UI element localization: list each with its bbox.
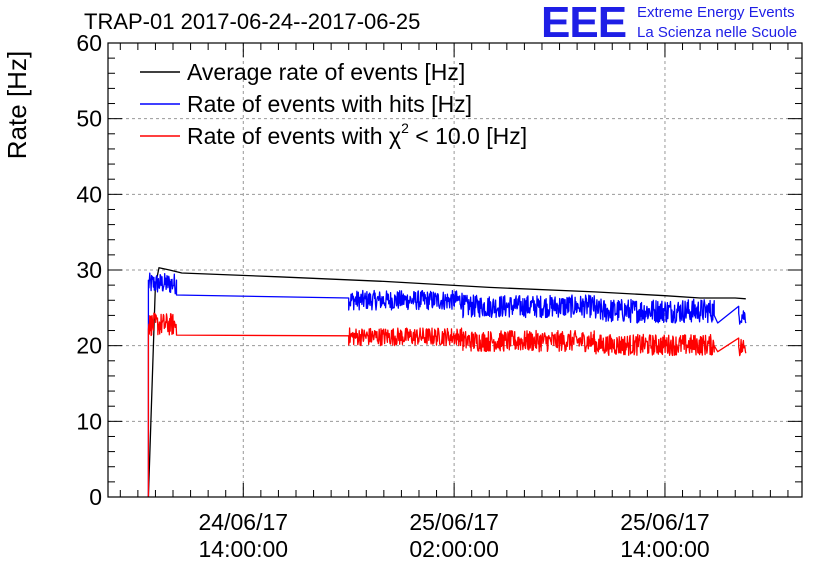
x-tick-label-time: 14:00:00: [620, 536, 710, 562]
series-layer: [147, 267, 747, 498]
grid-layer: [108, 43, 802, 497]
chart-title: TRAP-01 2017-06-24--2017-06-25: [84, 9, 421, 34]
y-tick-label: 20: [76, 333, 102, 359]
y-tick-label: 30: [76, 257, 102, 283]
axis-layer: 010203040506024/06/1714:00:0025/06/1702:…: [76, 30, 802, 562]
y-tick-label: 40: [76, 181, 102, 207]
x-tick-label-time: 14:00:00: [199, 536, 289, 562]
logo-line-2: La Scienza nelle Scuole: [637, 24, 798, 41]
series-line-2: [147, 272, 747, 497]
x-tick-label-date: 25/06/17: [409, 509, 499, 535]
legend-label-3: Rate of events with χ2 < 10.0 [Hz]: [187, 120, 527, 149]
legend-label-1: Average rate of events [Hz]: [187, 59, 465, 85]
y-tick-label: 60: [76, 30, 102, 56]
legend: Average rate of events [Hz] Rate of event…: [140, 59, 527, 149]
y-axis-label: Rate [Hz]: [2, 51, 32, 159]
y-tick-label: 10: [76, 408, 102, 434]
eee-logo: EEE: [541, 0, 627, 47]
legend-label-2: Rate of events with hits [Hz]: [187, 91, 472, 117]
x-tick-label-date: 25/06/17: [620, 509, 710, 535]
logo-line-1: Extreme Energy Events: [637, 4, 795, 21]
y-tick-label: 0: [89, 484, 102, 510]
series-line-1: [147, 267, 746, 498]
series-line-3: [147, 312, 747, 497]
x-tick-label-date: 24/06/17: [199, 509, 289, 535]
x-tick-label-time: 02:00:00: [409, 536, 499, 562]
y-tick-label: 50: [76, 106, 102, 132]
